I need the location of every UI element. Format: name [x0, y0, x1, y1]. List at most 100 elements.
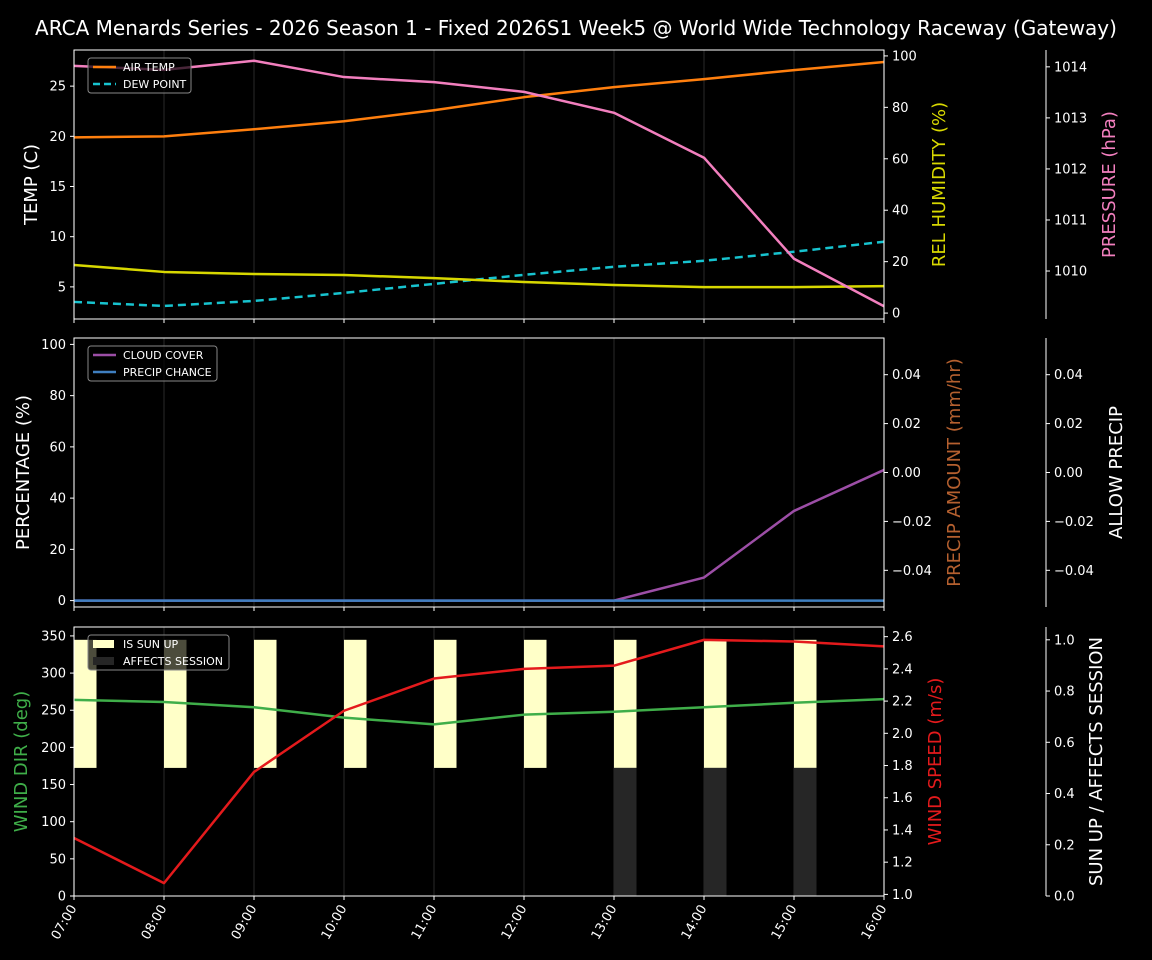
panel-2: 0 20 40 60 80 100 PERCENTAGE (%) −0.04 −0.02 0.00… — [13, 337, 1127, 611]
y-tick-label: 0.02 — [892, 417, 921, 432]
axis-label-left: TEMP (C) — [21, 144, 42, 226]
bar-is-sun-up — [254, 639, 277, 768]
y-tick-label: 0.6 — [1054, 736, 1075, 751]
panel-3: 0 50 100 150 200 250 300 350 WIND DIR (deg) 1.0 1.… — [11, 626, 1107, 942]
y-tick-label: 80 — [49, 389, 66, 404]
y-tick-label: 1.8 — [892, 759, 913, 774]
legend: AIR TEMP DEW POINT — [87, 57, 192, 94]
y-tick-label: −0.02 — [1054, 515, 1094, 530]
y-tick-label: 50 — [49, 852, 66, 867]
panel-1: 5 10 15 20 25 TEMP (C) 0 20 40 60 80 100 REL HUMIDIT… — [21, 49, 1120, 323]
bar-is-sun-up — [614, 639, 637, 768]
y-tick-label: 20 — [49, 543, 66, 558]
legend-label: CLOUD COVER — [123, 349, 204, 362]
plot-frame — [73, 49, 885, 320]
y-tick-label: 150 — [41, 778, 66, 793]
y-tick-label: 1.4 — [892, 823, 913, 838]
y-tick-label: 300 — [41, 667, 66, 682]
y-tick-label: 1011 — [1054, 213, 1087, 228]
y-tick-label: 60 — [49, 440, 66, 455]
y-tick-label: 2.2 — [892, 695, 913, 710]
y-tick-label: 250 — [41, 704, 66, 719]
y-tick-label: 60 — [892, 152, 909, 167]
y-tick-label: 2.6 — [892, 630, 913, 645]
y-tick-label: 0 — [892, 307, 900, 322]
series-line-air-temp — [73, 60, 885, 139]
legend-box — [87, 634, 230, 671]
legend-label: DEW POINT — [123, 78, 187, 91]
y-tick-label: 0.00 — [1054, 466, 1083, 481]
y-tick-label: 350 — [41, 629, 66, 644]
axis-label-right2: PRESSURE (hPa) — [1099, 111, 1120, 258]
axis-label-right: PRECIP AMOUNT (mm/hr) — [944, 358, 965, 587]
y-tick-label: 5 — [58, 280, 66, 295]
y-tick-label: 100 — [892, 49, 917, 64]
chart-title: ARCA Menards Series - 2026 Season 1 - Fi… — [35, 16, 1117, 40]
series-line-right — [73, 263, 885, 289]
y-tick-label: 40 — [892, 204, 909, 219]
y-tick-label: 20 — [49, 130, 66, 145]
legend-label: IS SUN UP — [123, 638, 179, 651]
y-tick-label: −0.02 — [892, 515, 932, 530]
y-tick-label: 1012 — [1054, 162, 1087, 177]
legend-label: AFFECTS SESSION — [123, 655, 223, 668]
axis-label-left: PERCENTAGE (%) — [13, 395, 34, 550]
bar-is-sun-up — [434, 639, 457, 768]
y-tick-label: 1014 — [1054, 60, 1087, 75]
y-tick-label: −0.04 — [1054, 564, 1094, 579]
y-tick-label: 0 — [58, 890, 66, 905]
y-tick-label: 20 — [892, 255, 909, 270]
y-tick-label: 0.0 — [1054, 890, 1075, 905]
y-tick-label: 0.4 — [1054, 787, 1075, 802]
legend-swatch — [93, 640, 114, 648]
y-tick-label: 1.6 — [892, 791, 913, 806]
y-tick-label: 2.0 — [892, 727, 913, 742]
y-tick-label: 40 — [49, 492, 66, 507]
y-tick-label: 80 — [892, 101, 909, 116]
bar-is-sun-up — [74, 639, 97, 768]
bar-affects-session — [704, 767, 727, 896]
series-line-right2 — [73, 59, 885, 308]
y-tick-label: 200 — [41, 741, 66, 756]
series-line-right — [73, 638, 885, 885]
legend-label: PRECIP CHANCE — [123, 366, 212, 379]
y-tick-label: 1013 — [1054, 111, 1087, 126]
legend: CLOUD COVER PRECIP CHANCE — [87, 345, 218, 382]
y-tick-label: 1.0 — [1054, 633, 1075, 648]
y-tick-label: 1.0 — [892, 888, 913, 903]
bar-is-sun-up — [524, 639, 547, 768]
y-tick-label: 25 — [49, 80, 66, 95]
bar-is-sun-up — [704, 639, 727, 768]
axis-label-right2: ALLOW PRECIP — [1106, 406, 1127, 539]
bar-affects-session — [614, 767, 637, 896]
y-tick-label: 10 — [49, 230, 66, 245]
y-tick-label: 0.8 — [1054, 685, 1075, 700]
axis-label-right: REL HUMIDITY (%) — [929, 102, 950, 267]
axis-label-right2: SUN UP / AFFECTS SESSION — [1086, 637, 1107, 886]
series-line-left — [73, 697, 885, 726]
y-tick-label: 15 — [49, 180, 66, 195]
y-tick-label: 0.00 — [892, 466, 921, 481]
y-tick-label: 100 — [41, 815, 66, 830]
y-tick-label: 0 — [58, 594, 66, 609]
y-tick-label: −0.04 — [892, 564, 932, 579]
legend-box — [87, 345, 218, 382]
legend-swatch — [93, 657, 114, 665]
y-tick-label: 0.04 — [1054, 368, 1083, 383]
bar-is-sun-up — [344, 639, 367, 768]
bar-affects-session — [794, 767, 817, 896]
y-tick-label: 100 — [41, 338, 66, 353]
axis-label-left: WIND DIR (deg) — [11, 691, 32, 833]
y-tick-label: 2.4 — [892, 662, 913, 677]
axis-label-right: WIND SPEED (m/s) — [925, 678, 946, 846]
plot-frame — [73, 626, 885, 897]
legend-label: AIR TEMP — [123, 61, 175, 74]
bar-is-sun-up — [794, 639, 817, 768]
y-tick-label: 0.02 — [1054, 417, 1083, 432]
legend: IS SUN UP AFFECTS SESSION — [87, 634, 230, 671]
y-tick-label: 1.2 — [892, 856, 913, 871]
y-tick-label: 0.04 — [892, 368, 921, 383]
y-tick-label: 1010 — [1054, 265, 1087, 280]
